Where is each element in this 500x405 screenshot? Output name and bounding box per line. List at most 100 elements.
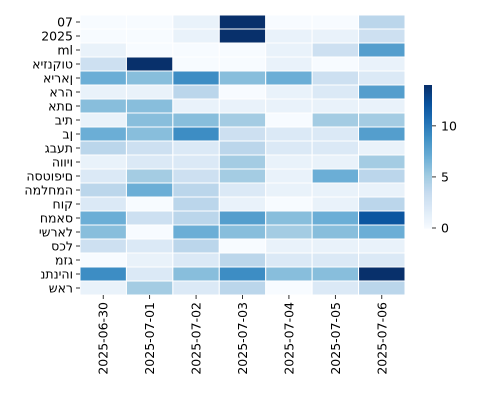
heatmap-cell bbox=[218, 154, 267, 170]
colorbar-segment bbox=[424, 129, 432, 131]
colorbar-segment bbox=[424, 94, 432, 97]
colorbar-segment bbox=[424, 162, 432, 165]
colorbar-segment bbox=[424, 120, 432, 123]
heatmap-cell bbox=[265, 168, 313, 184]
colorbar-segment bbox=[424, 163, 432, 166]
heatmap-cell bbox=[358, 182, 406, 198]
colorbar-segment bbox=[424, 214, 432, 217]
colorbar-segment bbox=[424, 113, 432, 116]
colorbar-segment bbox=[424, 124, 432, 127]
heatmap-cell bbox=[311, 252, 360, 268]
colorbar-segment bbox=[424, 118, 432, 121]
colorbar-segment bbox=[424, 127, 432, 130]
heatmap-cell bbox=[218, 140, 267, 156]
colorbar-segment bbox=[424, 138, 432, 141]
colorbar-segment bbox=[424, 143, 432, 146]
colorbar-segment bbox=[424, 87, 432, 90]
colorbar-segment bbox=[424, 108, 432, 111]
y-tick-label: ןאריא bbox=[43, 71, 73, 86]
colorbar-segment bbox=[424, 110, 432, 112]
colorbar-segment bbox=[424, 218, 432, 221]
heatmap-cell bbox=[358, 280, 406, 296]
heatmap-cell bbox=[125, 70, 174, 86]
heatmap-cell bbox=[79, 168, 127, 184]
heatmap-cell bbox=[172, 126, 220, 142]
heatmap-cell bbox=[172, 238, 220, 254]
heatmap-cell bbox=[79, 266, 127, 282]
colorbar: 0 5 10 bbox=[424, 85, 457, 236]
heatmap-cell bbox=[125, 112, 174, 128]
y-tick-label: קוח bbox=[53, 197, 73, 212]
heatmap-cell bbox=[172, 112, 220, 128]
colorbar-segment bbox=[424, 219, 432, 222]
heatmap-cell bbox=[218, 252, 267, 268]
heatmap-cell bbox=[311, 182, 360, 198]
heatmap-cell bbox=[79, 70, 127, 86]
colorbar-segment bbox=[424, 200, 432, 203]
heatmap-cell bbox=[125, 196, 174, 212]
colorbar-segment bbox=[424, 106, 432, 109]
heatmap-cell bbox=[172, 154, 220, 170]
colorbar-segment bbox=[424, 191, 432, 193]
colorbar-segment bbox=[424, 104, 432, 106]
colorbar-segment bbox=[424, 170, 432, 173]
heatmap-cell bbox=[265, 182, 313, 198]
heatmap-cell bbox=[358, 252, 406, 268]
y-tick-label: תיב bbox=[55, 113, 73, 128]
heatmap-cell bbox=[125, 252, 174, 268]
y-tick-label: סאמח bbox=[40, 211, 73, 226]
colorbar-segment bbox=[424, 182, 432, 185]
colorbar-segment bbox=[424, 141, 432, 143]
colorbar-segment bbox=[424, 119, 432, 122]
heatmap-cell bbox=[311, 70, 360, 86]
heatmap-cell bbox=[172, 28, 220, 44]
heatmap-cell bbox=[218, 266, 267, 282]
colorbar-segment bbox=[424, 115, 432, 118]
colorbar-segment bbox=[424, 125, 432, 128]
heatmap-cell bbox=[125, 182, 174, 198]
heatmap-cells bbox=[79, 14, 406, 296]
heatmap-cell bbox=[125, 28, 174, 44]
heatmap-cell bbox=[125, 154, 174, 170]
colorbar-segment bbox=[424, 213, 432, 216]
colorbar-segment bbox=[424, 131, 432, 134]
colorbar-segment bbox=[424, 167, 432, 170]
heatmap-cell bbox=[265, 252, 313, 268]
heatmap-cell bbox=[358, 210, 406, 226]
heatmap-cell bbox=[172, 196, 220, 212]
heatmap-cell bbox=[125, 98, 174, 114]
heatmap-cell bbox=[218, 98, 267, 114]
heatmap-cell bbox=[265, 224, 313, 240]
y-tick-label: ראש bbox=[49, 281, 73, 296]
colorbar-segment bbox=[424, 208, 432, 211]
colorbar-segment bbox=[424, 112, 432, 115]
heatmap-cell bbox=[265, 42, 313, 58]
colorbar-segment bbox=[424, 202, 432, 205]
colorbar-segment bbox=[424, 85, 432, 87]
heatmap-cell bbox=[218, 210, 267, 226]
colorbar-segment bbox=[424, 174, 432, 177]
heatmap-cell bbox=[358, 14, 406, 30]
heatmap-cell bbox=[311, 280, 360, 296]
heatmap-cell bbox=[218, 224, 267, 240]
heatmap-cell bbox=[125, 168, 174, 184]
heatmap-cell bbox=[265, 140, 313, 156]
heatmap-cell bbox=[265, 84, 313, 100]
colorbar-segment bbox=[424, 175, 432, 178]
heatmap-cell bbox=[79, 182, 127, 198]
heatmap-cell bbox=[125, 266, 174, 282]
colorbar-segment bbox=[424, 100, 432, 103]
colorbar-segment bbox=[424, 132, 432, 135]
colorbar-segment bbox=[424, 206, 432, 209]
colorbar-segment bbox=[424, 137, 432, 140]
heatmap-cell bbox=[218, 14, 267, 30]
heatmap-cell bbox=[125, 14, 174, 30]
colorbar-segment bbox=[424, 171, 432, 174]
heatmap-cell bbox=[311, 224, 360, 240]
heatmap-cell bbox=[218, 42, 267, 58]
heatmap-cell bbox=[125, 126, 174, 142]
colorbar-segment bbox=[424, 105, 432, 108]
heatmap-cell bbox=[218, 126, 267, 142]
heatmap-cell bbox=[79, 98, 127, 114]
